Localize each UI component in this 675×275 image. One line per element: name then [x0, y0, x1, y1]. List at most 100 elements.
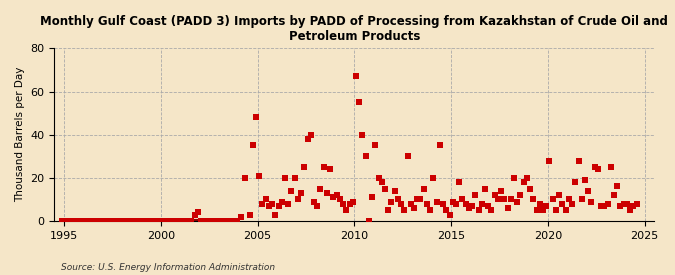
- Point: [273, 204, 284, 208]
- Point: [483, 204, 493, 208]
- Point: [392, 197, 403, 202]
- Point: [57, 219, 68, 223]
- Point: [502, 206, 513, 210]
- Point: [228, 219, 239, 223]
- Point: [102, 219, 113, 223]
- Point: [354, 100, 364, 104]
- Point: [622, 202, 632, 206]
- Point: [493, 197, 504, 202]
- Point: [338, 202, 348, 206]
- Point: [554, 193, 564, 197]
- Point: [602, 202, 613, 206]
- Point: [279, 176, 290, 180]
- Point: [567, 202, 578, 206]
- Point: [499, 197, 510, 202]
- Point: [118, 219, 129, 223]
- Point: [535, 202, 545, 206]
- Point: [154, 219, 165, 223]
- Point: [192, 210, 203, 214]
- Point: [199, 219, 210, 223]
- Y-axis label: Thousand Barrels per Day: Thousand Barrels per Day: [15, 67, 25, 202]
- Point: [236, 214, 247, 219]
- Point: [263, 204, 274, 208]
- Point: [612, 184, 622, 189]
- Point: [586, 199, 597, 204]
- Point: [196, 219, 207, 223]
- Point: [331, 193, 342, 197]
- Point: [618, 202, 629, 206]
- Point: [250, 115, 261, 120]
- Point: [406, 202, 416, 206]
- Point: [470, 193, 481, 197]
- Point: [247, 143, 258, 148]
- Point: [357, 133, 368, 137]
- Point: [290, 176, 300, 180]
- Point: [431, 199, 442, 204]
- Point: [173, 219, 184, 223]
- Point: [232, 219, 242, 223]
- Point: [573, 158, 584, 163]
- Point: [186, 219, 197, 223]
- Point: [518, 180, 529, 184]
- Point: [448, 199, 458, 204]
- Point: [350, 74, 361, 79]
- Point: [128, 219, 139, 223]
- Point: [296, 191, 306, 195]
- Point: [334, 197, 345, 202]
- Point: [315, 186, 326, 191]
- Point: [163, 219, 174, 223]
- Point: [267, 202, 277, 206]
- Point: [83, 219, 94, 223]
- Point: [609, 193, 620, 197]
- Point: [564, 197, 574, 202]
- Point: [531, 208, 542, 212]
- Point: [92, 219, 103, 223]
- Point: [109, 219, 119, 223]
- Point: [160, 219, 171, 223]
- Point: [464, 206, 475, 210]
- Title: Monthly Gulf Coast (PADD 3) Imports by PADD of Processing from Kazakhstan of Cru: Monthly Gulf Coast (PADD 3) Imports by P…: [40, 15, 668, 43]
- Point: [386, 199, 397, 204]
- Point: [383, 208, 394, 212]
- Point: [506, 197, 516, 202]
- Point: [625, 208, 636, 212]
- Point: [131, 219, 142, 223]
- Point: [328, 195, 339, 199]
- Point: [80, 219, 90, 223]
- Point: [435, 143, 446, 148]
- Point: [477, 202, 487, 206]
- Point: [96, 219, 107, 223]
- Point: [515, 193, 526, 197]
- Point: [373, 176, 384, 180]
- Point: [205, 219, 216, 223]
- Point: [547, 197, 558, 202]
- Point: [421, 202, 432, 206]
- Point: [305, 133, 316, 137]
- Point: [180, 219, 190, 223]
- Point: [283, 202, 294, 206]
- Point: [257, 202, 268, 206]
- Point: [344, 202, 355, 206]
- Point: [541, 204, 551, 208]
- Point: [557, 202, 568, 206]
- Point: [225, 219, 236, 223]
- Point: [605, 165, 616, 169]
- Point: [105, 219, 116, 223]
- Point: [524, 186, 535, 191]
- Point: [454, 180, 464, 184]
- Point: [67, 219, 78, 223]
- Point: [189, 212, 200, 217]
- Point: [63, 219, 74, 223]
- Point: [144, 219, 155, 223]
- Point: [261, 197, 271, 202]
- Point: [576, 197, 587, 202]
- Point: [544, 158, 555, 163]
- Point: [473, 208, 484, 212]
- Point: [302, 137, 313, 141]
- Point: [254, 174, 265, 178]
- Point: [437, 202, 448, 206]
- Point: [170, 219, 181, 223]
- Point: [286, 189, 297, 193]
- Point: [299, 165, 310, 169]
- Point: [348, 199, 358, 204]
